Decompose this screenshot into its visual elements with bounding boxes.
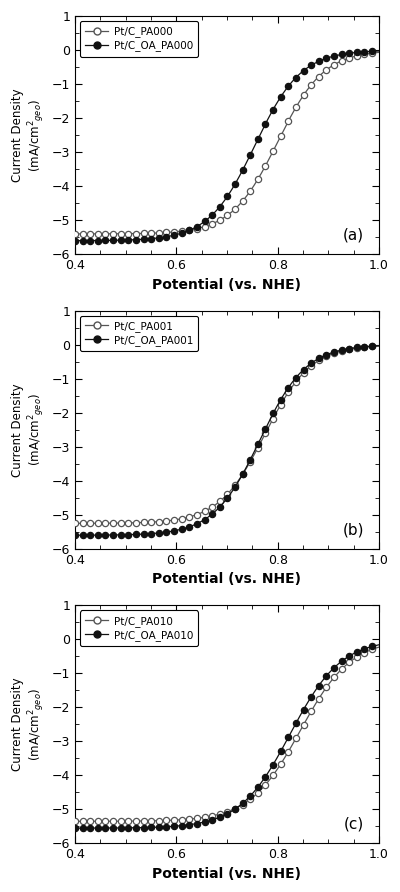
Legend: Pt/C_PA000, Pt/C_OA_PA000: Pt/C_PA000, Pt/C_OA_PA000 bbox=[80, 21, 198, 57]
X-axis label: Potential (vs. NHE): Potential (vs. NHE) bbox=[152, 573, 302, 586]
Legend: Pt/C_PA010, Pt/C_OA_PA010: Pt/C_PA010, Pt/C_OA_PA010 bbox=[80, 610, 198, 646]
Text: (c): (c) bbox=[344, 816, 364, 831]
Y-axis label: Current Density
(mA/cm$^2$$_{geo}$): Current Density (mA/cm$^2$$_{geo}$) bbox=[11, 88, 48, 182]
X-axis label: Potential (vs. NHE): Potential (vs. NHE) bbox=[152, 277, 302, 292]
Legend: Pt/C_PA001, Pt/C_OA_PA001: Pt/C_PA001, Pt/C_OA_PA001 bbox=[80, 316, 198, 351]
Text: (a): (a) bbox=[343, 227, 364, 243]
Text: (b): (b) bbox=[342, 522, 364, 537]
X-axis label: Potential (vs. NHE): Potential (vs. NHE) bbox=[152, 867, 302, 881]
Y-axis label: Current Density
(mA/cm$^2$$_{geo}$): Current Density (mA/cm$^2$$_{geo}$) bbox=[11, 383, 48, 476]
Y-axis label: Current Density
(mA/cm$^2$$_{geo}$): Current Density (mA/cm$^2$$_{geo}$) bbox=[11, 678, 48, 772]
